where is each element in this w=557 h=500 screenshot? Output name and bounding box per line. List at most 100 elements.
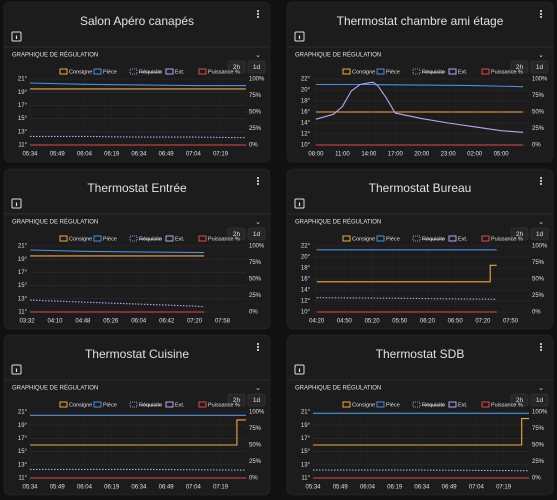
legend-label[interactable]: Réquisite (139, 236, 162, 242)
y2-tick-label: 50% (249, 443, 262, 449)
legend-label[interactable]: Pièce (386, 236, 400, 242)
legend-label[interactable]: Consigne (69, 236, 92, 242)
legend-swatch[interactable] (165, 401, 174, 408)
range-button[interactable] (247, 60, 266, 74)
legend-label[interactable]: Pièce (386, 69, 400, 75)
legend-label[interactable]: Puissance % (208, 69, 240, 75)
info-icon[interactable] (11, 364, 22, 375)
legend-swatch[interactable] (481, 68, 490, 75)
y2-tick-label: 0% (249, 143, 258, 149)
legend-label[interactable]: Réquisite (422, 236, 445, 242)
legend-label[interactable]: Ext. (458, 236, 468, 242)
x-tick-label: 05:34 (22, 485, 38, 491)
legend-swatch[interactable] (93, 401, 102, 408)
legend-swatch[interactable] (165, 68, 174, 75)
legend-label[interactable]: Pièce (103, 69, 117, 75)
info-icon[interactable] (294, 364, 305, 375)
legend-label[interactable]: Ext. (458, 69, 468, 75)
info-icon[interactable] (11, 31, 22, 42)
legend-swatch[interactable] (198, 401, 207, 408)
range-button[interactable] (247, 227, 266, 241)
legend-swatch[interactable] (376, 68, 385, 75)
y-tick-label: 20° (301, 255, 311, 261)
range-button[interactable] (510, 393, 529, 407)
range-button[interactable] (227, 227, 246, 241)
y-tick-label: 18° (301, 266, 311, 272)
legend-swatch[interactable] (448, 401, 457, 408)
range-button[interactable] (227, 393, 246, 407)
range-button[interactable] (530, 393, 549, 407)
legend-swatch[interactable] (165, 235, 174, 242)
legend-label[interactable]: Pièce (386, 402, 400, 408)
legend-label[interactable]: Ext. (175, 402, 185, 408)
card: Thermostat SDB GRAPHIQUE DE RÉGULATION ⌄ 2h… (286, 334, 554, 496)
range-button[interactable] (530, 60, 549, 74)
legend-label[interactable]: Puissance % (208, 402, 240, 408)
legend-label[interactable]: Consigne (69, 402, 92, 408)
legend-swatch[interactable] (481, 401, 490, 408)
y-tick-label: 14° (301, 121, 311, 127)
legend-swatch[interactable] (448, 68, 457, 75)
range-button[interactable] (510, 60, 529, 74)
info-icon[interactable] (294, 31, 305, 42)
legend-label[interactable]: Puissance % (208, 236, 240, 242)
legend-label[interactable]: Réquisite (139, 402, 162, 408)
section-label: GRAPHIQUE DE RÉGULATION (295, 52, 381, 59)
menu-dot (539, 342, 543, 346)
card-title: Thermostat chambre ami étage (337, 14, 504, 28)
legend-swatch[interactable] (59, 401, 68, 408)
y2-tick-label: 75% (532, 93, 545, 99)
legend-label[interactable]: Consigne (69, 69, 92, 75)
legend-swatch[interactable] (93, 68, 102, 75)
legend-label[interactable]: Consigne (352, 402, 375, 408)
legend-swatch[interactable] (59, 68, 68, 75)
legend-swatch[interactable] (198, 68, 207, 75)
legend-label[interactable]: Puissance % (491, 236, 523, 242)
range-button[interactable] (530, 227, 549, 241)
legend-label[interactable]: Puissance % (491, 402, 523, 408)
legend-label[interactable]: Consigne (352, 236, 375, 242)
legend-label[interactable]: Réquisite (422, 402, 445, 408)
range-button[interactable] (227, 60, 246, 74)
legend-swatch[interactable] (93, 235, 102, 242)
card-title: Thermostat Entrée (87, 181, 187, 195)
legend-label[interactable]: Pièce (103, 236, 117, 242)
legend-label[interactable]: Puissance % (491, 69, 523, 75)
legend-swatch[interactable] (342, 68, 351, 75)
legend-swatch[interactable] (376, 401, 385, 408)
x-tick-label: 07:20 (475, 319, 491, 325)
legend-label[interactable]: Réquisite (422, 69, 445, 75)
info-icon[interactable] (11, 198, 22, 209)
range-button[interactable] (247, 393, 266, 407)
legend-swatch[interactable] (448, 235, 457, 242)
legend-swatch[interactable] (376, 235, 385, 242)
legend-swatch[interactable] (342, 235, 351, 242)
y-tick-label: 16° (301, 277, 311, 283)
legend-label[interactable]: Réquisite (139, 69, 162, 75)
x-tick-label: 06:34 (414, 485, 430, 491)
legend-swatch[interactable] (59, 235, 68, 242)
x-tick-label: 06:19 (104, 485, 120, 491)
legend-label[interactable]: Ext. (175, 236, 185, 242)
legend-label[interactable]: Consigne (352, 69, 375, 75)
y2-tick-label: 25% (249, 126, 262, 132)
legend-label[interactable]: Ext. (458, 402, 468, 408)
legend-swatch[interactable] (481, 235, 490, 242)
info-icon[interactable] (294, 198, 305, 209)
series-line (315, 81, 524, 133)
section-label: GRAPHIQUE DE RÉGULATION (12, 52, 98, 59)
y-tick-label: 17° (18, 103, 28, 109)
y2-tick-label: 100% (532, 410, 548, 416)
y-tick-label: 21° (18, 244, 28, 250)
range-button[interactable] (510, 227, 529, 241)
legend-label[interactable]: Ext. (175, 69, 185, 75)
x-tick-label: 06:34 (131, 152, 147, 158)
legend-label[interactable]: Pièce (103, 402, 117, 408)
legend-swatch[interactable] (198, 235, 207, 242)
x-tick-label: 03:32 (20, 319, 36, 325)
x-tick-label: 06:49 (159, 152, 175, 158)
x-tick-label: 06:19 (387, 485, 403, 491)
y2-tick-label: 25% (249, 459, 262, 465)
legend-swatch[interactable] (342, 401, 351, 408)
